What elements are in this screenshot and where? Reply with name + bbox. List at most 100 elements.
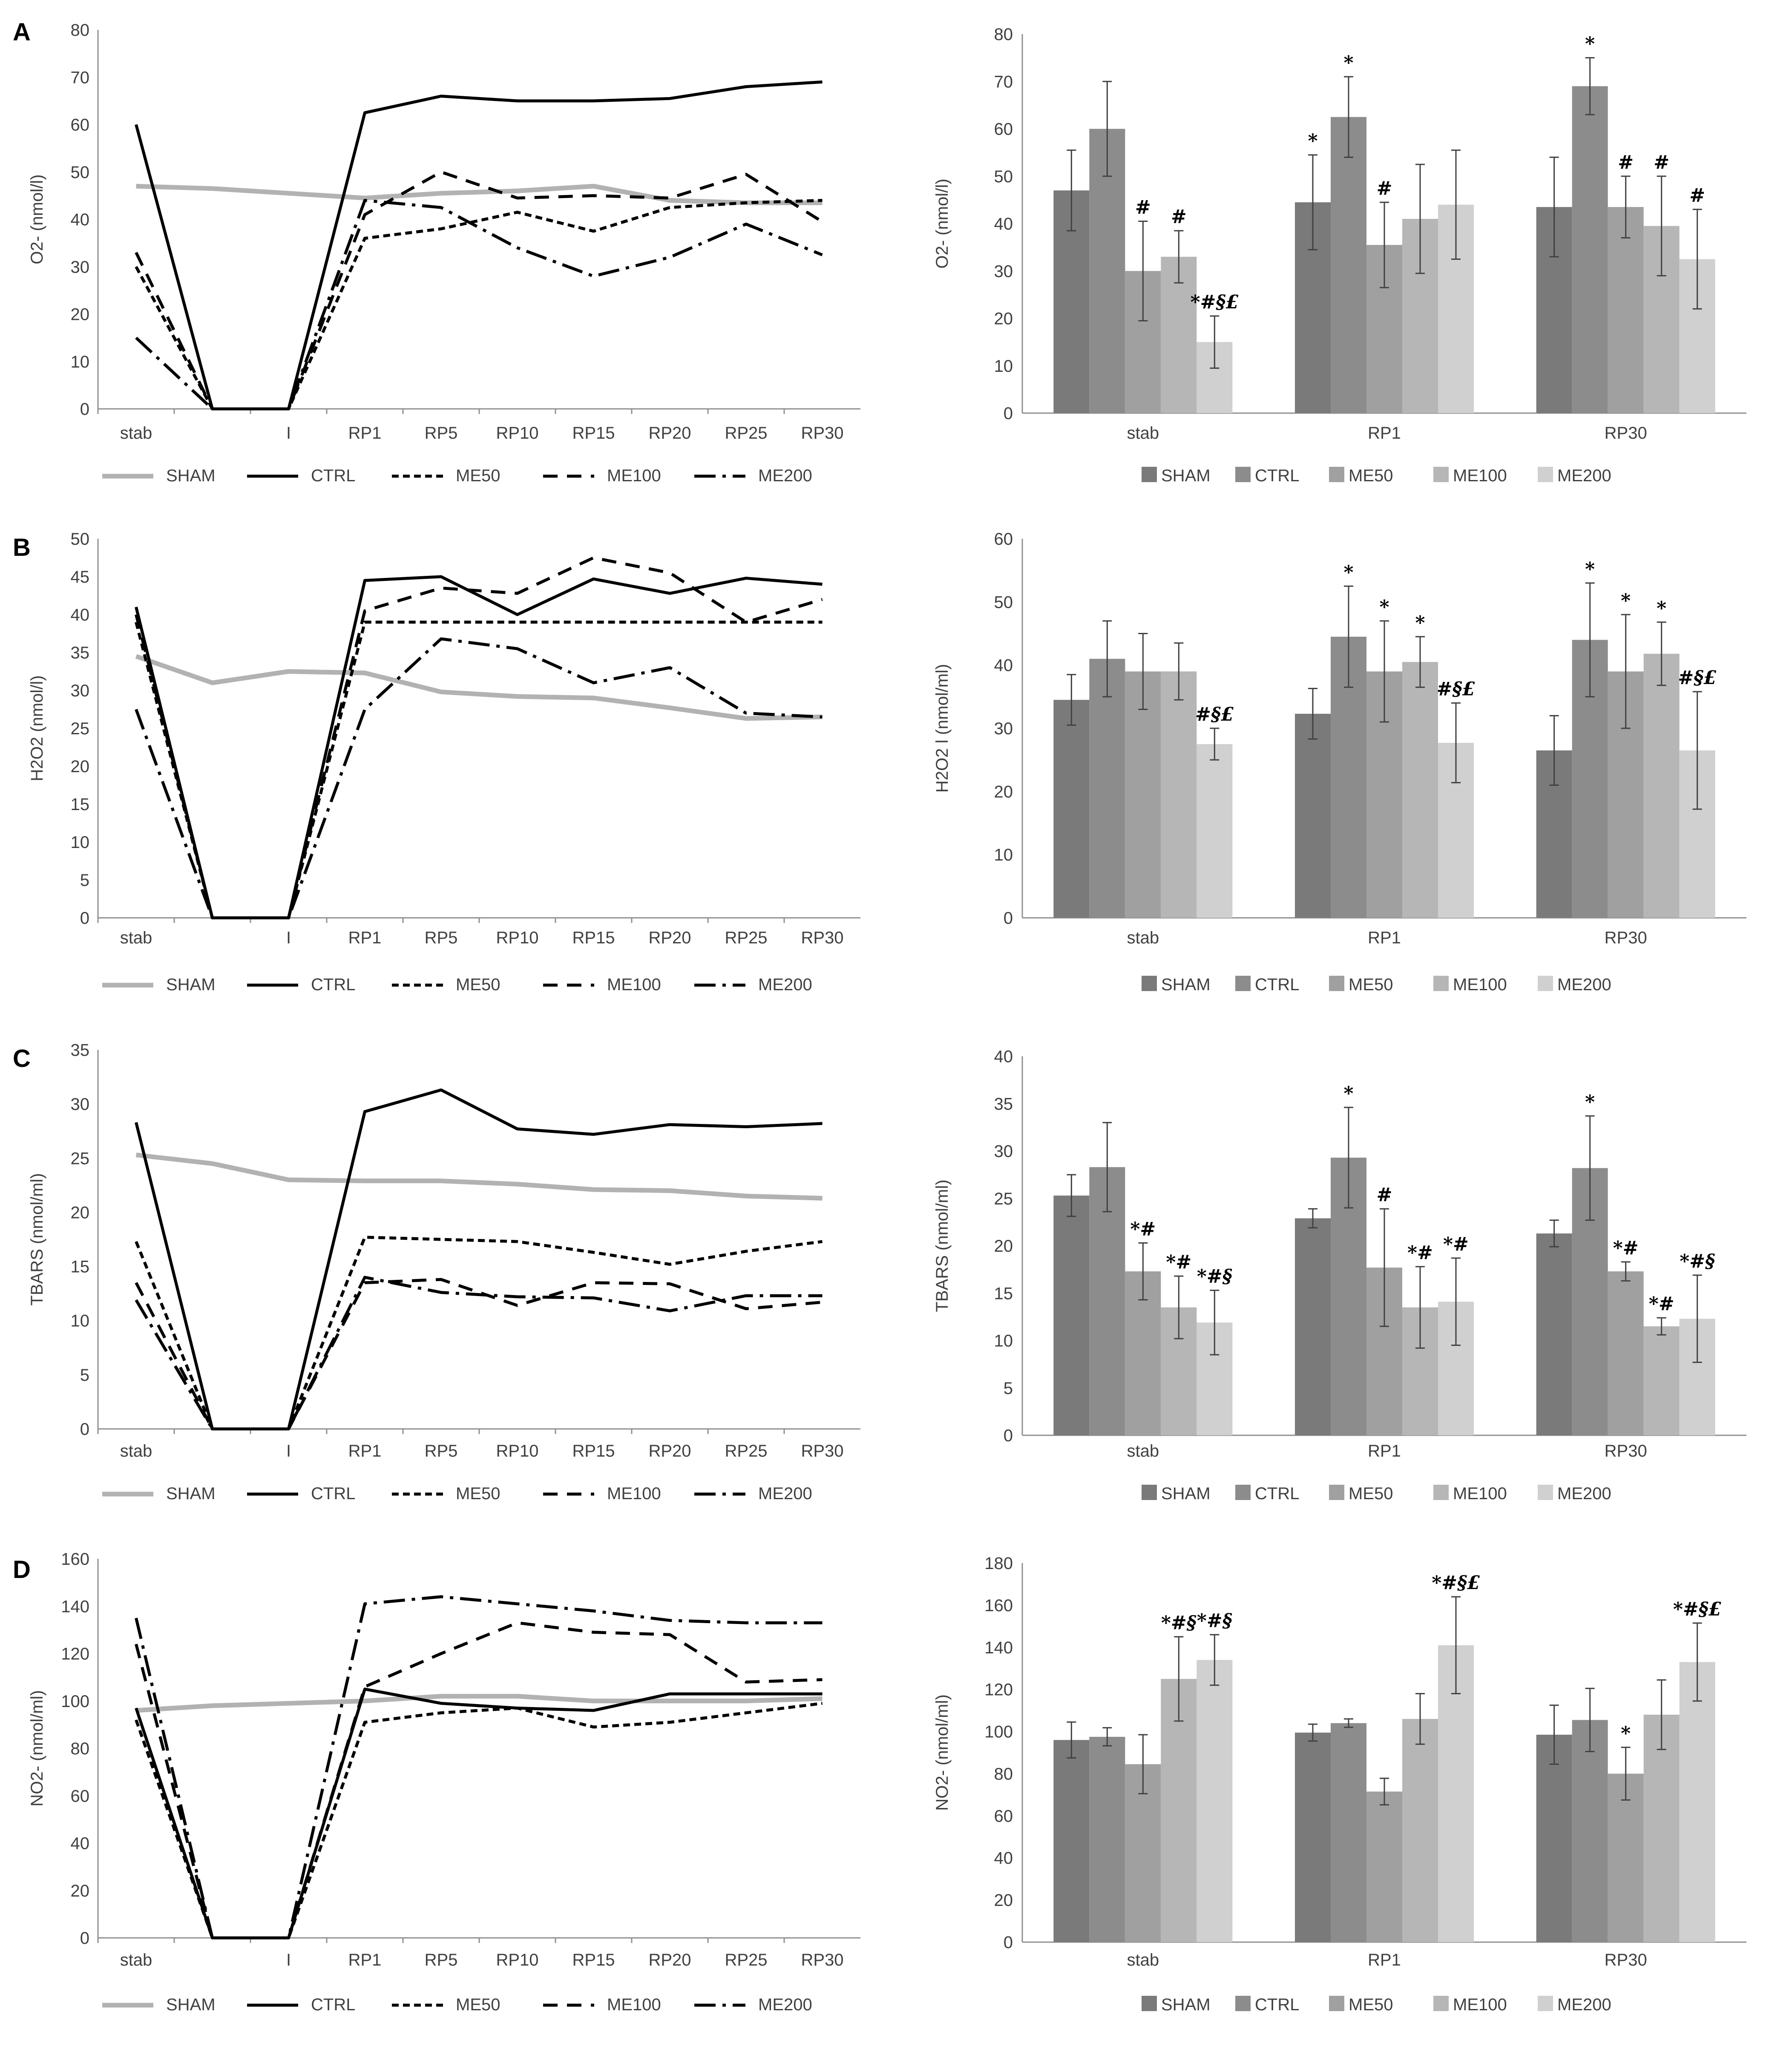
legend-label-me50: ME50 — [456, 1484, 500, 1503]
y-tick-label: 20 — [994, 1237, 1013, 1256]
x-tick-label: RP5 — [425, 928, 458, 947]
x-tick-label: RP1 — [348, 1442, 382, 1460]
y-tick-label: 100 — [984, 1723, 1013, 1742]
bar-sham — [1295, 1733, 1331, 1942]
x-category-label: RP30 — [1605, 424, 1647, 443]
legend-label-me100: ME100 — [1453, 1484, 1507, 1503]
y-tick-label: 35 — [71, 644, 90, 662]
y-tick-label: 0 — [1004, 1426, 1013, 1445]
x-category-label: RP1 — [1368, 424, 1401, 443]
y-tick-label: 0 — [1004, 404, 1013, 423]
y-tick-label: 40 — [71, 606, 90, 624]
y-tick-label: 40 — [994, 215, 1013, 233]
y-tick-label: 70 — [994, 72, 1013, 91]
x-tick-label: I — [286, 1951, 291, 1969]
legend-swatch-me100 — [1433, 467, 1449, 482]
x-tick-label: RP15 — [572, 1442, 615, 1460]
y-tick-label: 10 — [71, 1312, 90, 1331]
bar-sham — [1295, 1218, 1331, 1435]
significance-label: * — [1343, 52, 1353, 74]
y-tick-label: 30 — [994, 262, 1013, 281]
legend-label-sham: SHAM — [166, 1995, 216, 2014]
panel-label: A — [13, 18, 31, 46]
x-category-label: stab — [1127, 1951, 1159, 1969]
y-tick-label: 15 — [71, 1258, 90, 1276]
series-line-me100 — [135, 170, 823, 411]
legend-swatch-me50 — [1329, 976, 1344, 991]
series-line-me200 — [135, 1276, 823, 1431]
legend-label-ctrl: CTRL — [1255, 466, 1299, 485]
legend-swatch-me200 — [1538, 467, 1553, 482]
y-tick-label: 5 — [80, 871, 89, 890]
y-tick-label: 0 — [80, 1420, 89, 1439]
significance-label: *# — [1613, 1237, 1639, 1259]
bar-me100 — [1643, 653, 1680, 918]
y-tick-label: 5 — [1004, 1379, 1013, 1398]
y-tick-label: 15 — [994, 1284, 1013, 1303]
significance-label: # — [1135, 196, 1151, 218]
legend-swatch-ctrl — [1235, 976, 1251, 991]
significance-label: # — [1171, 206, 1187, 228]
bar-me50 — [1608, 207, 1644, 413]
significance-label: * — [1621, 590, 1631, 612]
y-tick-label: 35 — [71, 1041, 90, 1060]
legend-label-me100: ME100 — [607, 1995, 661, 2014]
y-axis-label: NO2- (nmol/ml) — [933, 1694, 952, 1811]
series-line-me100 — [135, 1278, 823, 1431]
significance-label: *#§£ — [1673, 1598, 1722, 1620]
series-line-me50 — [135, 199, 823, 411]
y-tick-label: 0 — [80, 400, 89, 419]
bar-me200 — [1197, 1660, 1233, 1942]
bar-me50 — [1608, 1271, 1644, 1435]
series-line-sham — [135, 1153, 823, 1201]
x-category-label: RP1 — [1368, 928, 1401, 947]
y-tick-label: 0 — [1004, 1933, 1013, 1952]
x-tick-label: stab — [120, 424, 152, 443]
y-tick-label: 30 — [71, 681, 90, 700]
significance-label: *#§£ — [1191, 291, 1239, 313]
series-line-me200 — [135, 199, 823, 411]
bar-me50 — [1608, 1773, 1644, 1942]
y-tick-label: 20 — [994, 310, 1013, 328]
y-tick-label: 50 — [71, 530, 90, 549]
series-line-me200 — [135, 637, 823, 920]
y-tick-label: 50 — [994, 167, 1013, 186]
legend-swatch-ctrl — [1235, 1485, 1251, 1500]
y-tick-label: 25 — [71, 1149, 90, 1168]
legend-label-sham: SHAM — [1161, 466, 1211, 485]
y-tick-label: 25 — [994, 1190, 1013, 1208]
series-line-me50 — [135, 1701, 823, 1940]
significance-label: *#§ — [1197, 1610, 1232, 1632]
legend-swatch-sham — [1142, 1996, 1157, 2011]
series-line-me100 — [135, 1621, 823, 1940]
legend-label-ctrl: CTRL — [311, 466, 355, 485]
legend-label-me200: ME200 — [758, 1484, 812, 1503]
x-tick-label: stab — [120, 1951, 152, 1969]
bar-ctrl — [1572, 1720, 1608, 1942]
y-tick-label: 30 — [71, 1095, 90, 1114]
legend-label-me50: ME50 — [456, 1995, 500, 2014]
y-tick-label: 40 — [994, 1047, 1013, 1066]
legend-label-ctrl: CTRL — [311, 1995, 355, 2014]
significance-label: * — [1585, 33, 1595, 55]
legend-label-sham: SHAM — [166, 466, 216, 485]
legend-label-me200: ME200 — [1557, 1995, 1611, 2014]
x-tick-label: stab — [120, 928, 152, 947]
legend-label-me100: ME100 — [607, 466, 661, 485]
y-tick-label: 10 — [994, 357, 1013, 376]
series-line-ctrl — [135, 80, 823, 411]
legend-label-ctrl: CTRL — [1255, 975, 1299, 994]
legend-label-ctrl: CTRL — [311, 1484, 355, 1503]
bar-me100 — [1643, 1326, 1680, 1435]
bar-ctrl — [1572, 86, 1608, 413]
significance-label: # — [1654, 152, 1669, 173]
x-tick-label: I — [286, 1442, 291, 1460]
legend-label-me50: ME50 — [456, 466, 500, 485]
y-tick-label: 60 — [994, 530, 1013, 549]
x-tick-label: RP30 — [801, 1442, 843, 1460]
significance-label: * — [1621, 1723, 1631, 1745]
y-tick-label: 60 — [71, 1787, 90, 1805]
bar-ctrl — [1331, 1723, 1366, 1942]
legend-label-me200: ME200 — [1557, 1484, 1611, 1503]
y-tick-label: 80 — [71, 1739, 90, 1758]
